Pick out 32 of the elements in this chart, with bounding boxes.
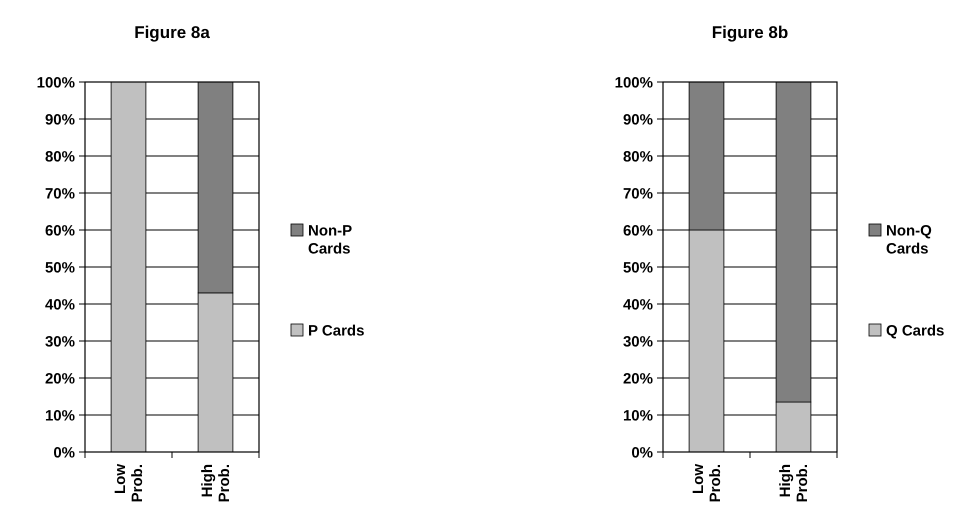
y-tick-label: 90% [622,111,653,128]
x-tick-label: Low Prob. [690,464,724,502]
x-tick-label: High Prob. [199,464,233,502]
y-tick-label: 40% [44,296,75,314]
y-tick-label: 80% [44,148,75,166]
y-tick-label: 50% [622,259,653,276]
y-tick-label: 0% [631,444,653,462]
legend-label: P Cards [308,322,364,340]
y-tick-label: 40% [622,296,653,314]
y-tick-label: 10% [44,407,75,424]
y-tick-label: 50% [44,259,75,276]
chart-title: Figure 8b [712,23,788,42]
x-tick-label: Low Prob. [112,464,146,502]
y-tick-label: 20% [622,370,653,388]
y-tick-label: 90% [44,111,75,128]
y-tick-label: 10% [622,407,653,424]
y-tick-label: 70% [44,185,75,202]
legend-label: Q Cards [886,322,944,340]
y-tick-label: 30% [622,333,653,350]
y-tick-label: 70% [622,185,653,202]
y-tick-label: 0% [53,444,75,462]
y-tick-label: 60% [44,222,75,240]
y-tick-label: 20% [44,370,75,388]
y-tick-label: 100% [614,74,653,92]
y-tick-label: 60% [622,222,653,240]
x-tick-label: High Prob. [777,464,811,502]
y-tick-label: 30% [44,333,75,350]
y-tick-label: 100% [36,74,75,92]
chart-title: Figure 8a [134,23,210,42]
legend-label: Non-P Cards [308,222,352,258]
y-tick-label: 80% [622,148,653,166]
legend-label: Non-Q Cards [886,222,932,258]
